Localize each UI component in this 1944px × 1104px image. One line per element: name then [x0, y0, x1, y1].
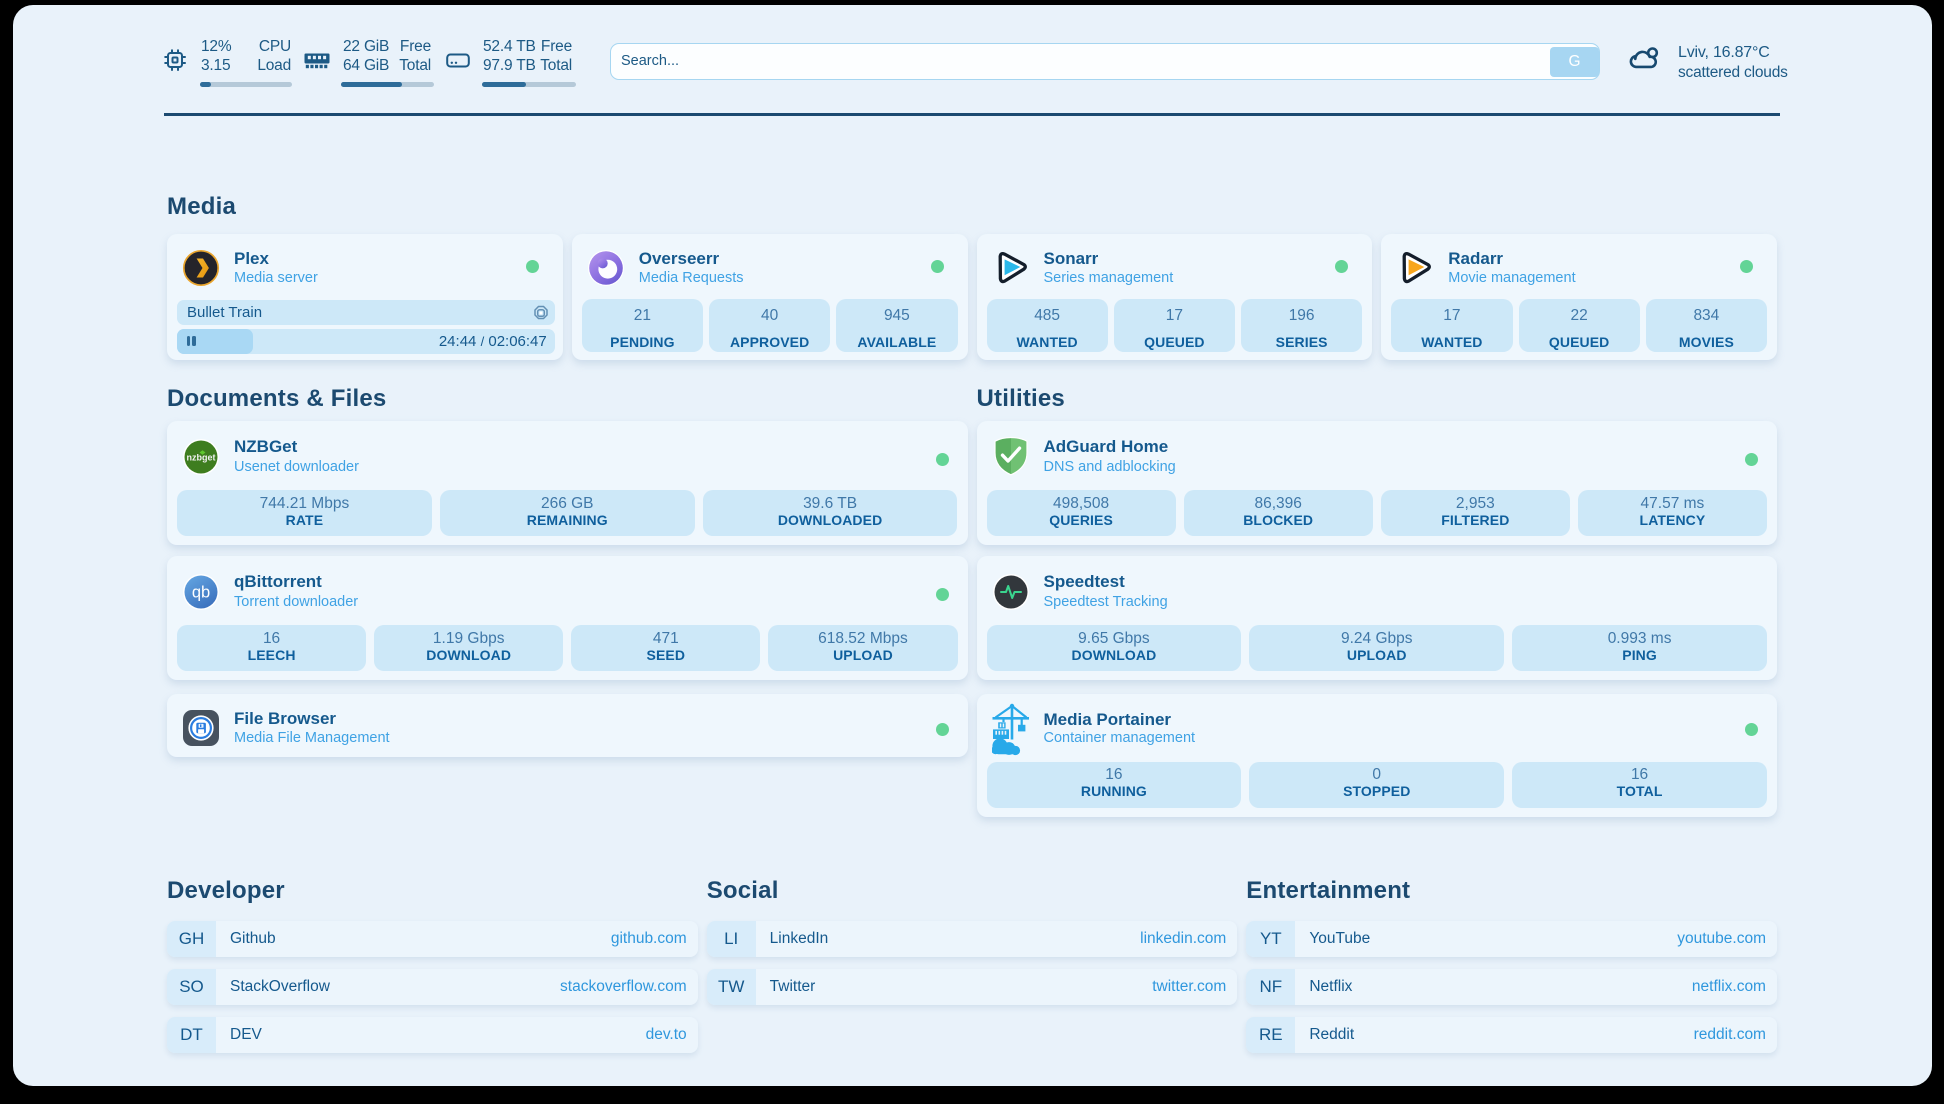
- svg-text:nzbget: nzbget: [187, 453, 216, 463]
- svg-text:qb: qb: [192, 584, 210, 602]
